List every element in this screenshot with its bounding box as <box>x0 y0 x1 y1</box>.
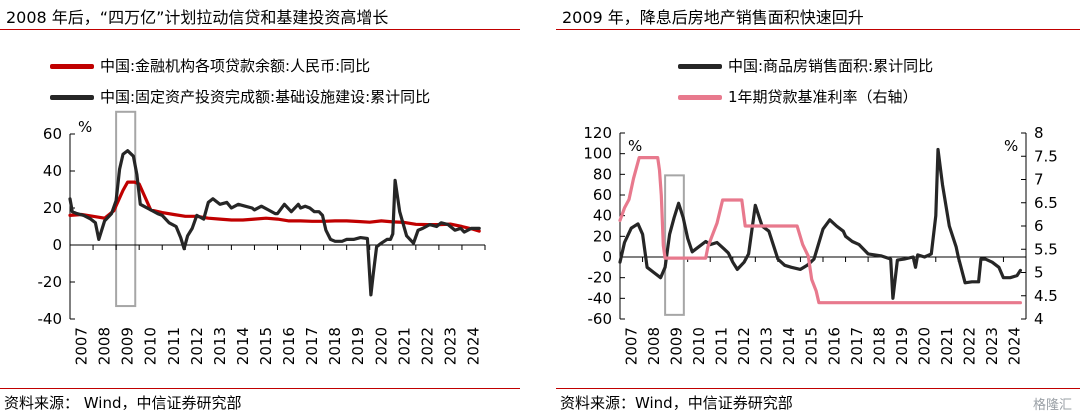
right-x-tick-label-15: 2022 <box>961 327 979 365</box>
right-chart-panel: 2009 年，降息后房地产销售面积快速回升 中国:商品房销售面积:累计同比 1年… <box>556 0 1080 417</box>
left-x-tick-label-14: 2021 <box>395 327 413 365</box>
left-chart-title: 2008 年后，“四万亿”计划拉动信贷和基建投资高增长 <box>6 8 389 27</box>
right-x-tick-label-5: 2012 <box>735 327 753 365</box>
right-x-tick-label-10: 2017 <box>848 327 866 365</box>
right-x-tick-label-17: 2024 <box>1006 327 1024 365</box>
left-legend-loans: 中国:金融机构各项贷款余额:人民币:同比 <box>50 55 520 77</box>
right-unit-label-right: % <box>1004 137 1018 155</box>
left-x-tick-label-5: 2012 <box>188 327 206 365</box>
watermark-text: 格隆汇 <box>1032 398 1072 413</box>
left-bottom-rule <box>0 388 520 389</box>
left-legend-infra-label: 中国:固定资产投资完成额:基础设施建设:累计同比 <box>100 88 431 106</box>
right-x-tick-label-3: 2010 <box>690 327 708 365</box>
right-unit-label-left: % <box>628 137 642 155</box>
right-y-tick-label-0: 120 <box>583 124 612 142</box>
right-y-tick-label-3: 60 <box>593 186 612 204</box>
left-y-tick-label-5: -40 <box>38 310 63 328</box>
right-bottom-rule <box>556 388 1080 389</box>
right-x-tick-label-12: 2019 <box>893 327 911 365</box>
right-y2-tick-label-8: 4 <box>1034 310 1044 328</box>
left-x-tick-label-16: 2023 <box>441 327 459 365</box>
right-x-tick-label-0: 2007 <box>622 327 640 365</box>
left-x-tick-label-10: 2017 <box>303 327 321 365</box>
right-y-tick-label-7: -20 <box>588 269 613 287</box>
left-y-tick-label-0: 60 <box>43 125 62 143</box>
left-chart-panel: 2008 年后，“四万亿”计划拉动信贷和基建投资高增长 中国:金融机构各项贷款余… <box>0 0 520 417</box>
right-y2-tick-label-2: 7 <box>1034 171 1044 189</box>
left-y-tick-label-3: 0 <box>52 236 62 254</box>
right-x-tick-label-16: 2023 <box>983 327 1001 365</box>
right-x-tick-label-11: 2018 <box>870 327 888 365</box>
left-x-tick-label-0: 2007 <box>73 327 91 365</box>
left-x-tick-label-3: 2010 <box>142 327 160 365</box>
left-legend-loans-label: 中国:金融机构各项贷款余额:人民币:同比 <box>100 57 371 75</box>
right-x-tick-label-4: 2011 <box>713 327 731 365</box>
right-source-note: 资料来源：Wind，中信证券研究部 <box>560 394 793 412</box>
right-x-tick-label-1: 2008 <box>645 327 663 365</box>
right-legend-rate-label: 1年期贷款基准利率（右轴） <box>728 88 918 106</box>
right-y2-tick-label-3: 6.5 <box>1034 194 1058 212</box>
right-chart-plot: 120 100 80 60 40 20 0 -20 -40 -60 8 7.5 7 6.5 6 5.5 5 4.5… <box>583 124 1058 365</box>
left-series-1-line <box>68 149 481 297</box>
left-x-tick-label-9: 2016 <box>280 327 298 365</box>
left-top-rule <box>0 29 520 30</box>
right-x-tick-label-13: 2020 <box>916 327 934 365</box>
right-y-tick-label-5: 20 <box>593 227 612 245</box>
right-x-tick-label-7: 2014 <box>780 327 798 365</box>
right-y-tick-label-4: 40 <box>593 207 612 225</box>
right-legend-rate: 1年期贷款基准利率（右轴） <box>678 86 1058 108</box>
right-highlight-box <box>664 174 685 316</box>
left-y-tick-label-4: -20 <box>38 273 63 291</box>
right-legend-sales-swatch <box>678 64 722 69</box>
right-y-tick-label-1: 100 <box>583 145 612 163</box>
right-legend-sales-label: 中国:商品房销售面积:累计同比 <box>728 57 934 75</box>
right-y2-tick-label-5: 5.5 <box>1034 240 1058 258</box>
left-x-tick-label-17: 2024 <box>464 327 482 365</box>
left-legend-loans-swatch <box>50 64 94 69</box>
left-x-tick-label-13: 2020 <box>372 327 390 365</box>
right-y-tick-label-6: 0 <box>602 248 612 266</box>
right-legend-sales: 中国:商品房销售面积:累计同比 <box>678 55 1058 77</box>
right-y2-tick-label-4: 6 <box>1034 217 1044 235</box>
right-legend-rate-swatch <box>678 95 722 100</box>
right-y-tick-label-8: -40 <box>588 289 613 307</box>
right-top-rule <box>556 29 1080 30</box>
left-legend-infra: 中国:固定资产投资完成额:基础设施建设:累计同比 <box>50 86 520 108</box>
right-y-tick-label-9: -60 <box>588 310 613 328</box>
right-x-tick-label-14: 2021 <box>938 327 956 365</box>
right-chart-title: 2009 年，降息后房地产销售面积快速回升 <box>562 8 864 27</box>
right-x-tick-label-8: 2015 <box>803 327 821 365</box>
right-x-tick-label-9: 2016 <box>825 327 843 365</box>
right-x-tick-label-6: 2013 <box>758 327 776 365</box>
left-x-tick-label-12: 2019 <box>349 327 367 365</box>
left-source-note: 资料来源： Wind，中信证券研究部 <box>4 394 242 412</box>
left-x-tick-label-4: 2011 <box>165 327 183 365</box>
right-series-0-line <box>618 147 1022 300</box>
right-y-tick-label-2: 80 <box>593 165 612 183</box>
right-y2-tick-label-7: 4.5 <box>1034 287 1058 305</box>
left-x-tick-label-8: 2015 <box>257 327 275 365</box>
left-legend-infra-swatch <box>50 95 94 100</box>
left-y-tick-label-2: 20 <box>43 199 62 217</box>
left-x-tick-label-1: 2008 <box>96 327 114 365</box>
left-x-tick-label-11: 2018 <box>326 327 344 365</box>
right-series-1-line <box>618 156 1022 305</box>
left-x-tick-label-7: 2014 <box>234 327 252 365</box>
right-x-tick-label-2: 2009 <box>667 327 685 365</box>
left-unit-label: % <box>78 118 92 136</box>
left-highlight-box <box>115 110 137 308</box>
left-x-tick-label-15: 2022 <box>418 327 436 365</box>
left-chart-plot: 60 40 20 0 -20 -40 2007 2008 2009 2010 2011 2012 201… <box>38 110 486 365</box>
left-y-tick-label-1: 40 <box>43 162 62 180</box>
right-y2-tick-label-1: 7.5 <box>1034 147 1058 165</box>
left-x-tick-label-6: 2013 <box>211 327 229 365</box>
left-series-0-line <box>68 180 481 233</box>
right-y2-tick-label-0: 8 <box>1034 124 1044 142</box>
right-y2-tick-label-6: 5 <box>1034 264 1044 282</box>
left-x-tick-label-2: 2009 <box>119 327 137 365</box>
